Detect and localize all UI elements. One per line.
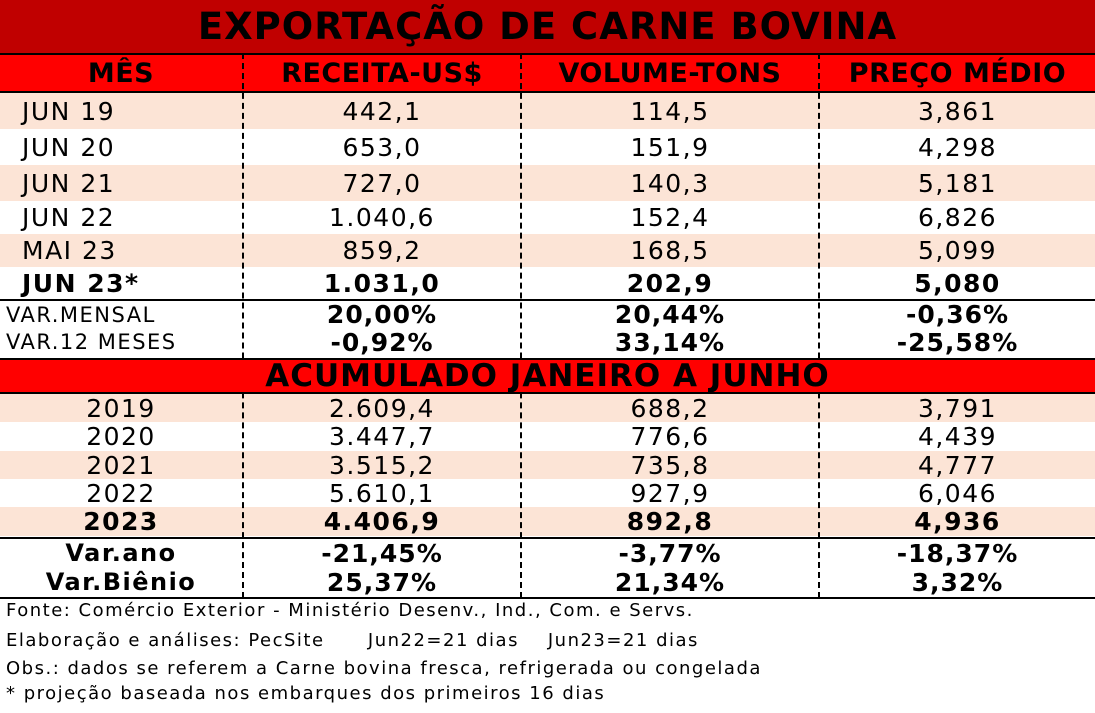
footnote-elaboration: Elaboração e análises: PecSite Jun22=21 … (6, 630, 699, 651)
cell-preco: -0,36% (905, 300, 1010, 329)
cell-receita: -21,45% (321, 538, 443, 568)
cell-receita: 1.040,6 (329, 203, 435, 232)
cell-volume: 33,14% (614, 327, 726, 357)
cell-volume: 202,9 (626, 268, 714, 298)
cell-preco: 3,861 (917, 96, 998, 126)
variation-label: Var.Biênio (45, 568, 197, 596)
cell-receita: 3.447,7 (329, 422, 435, 451)
variation-row: VAR.12 MESES -0,92% 33,14% -25,58% (0, 327, 1095, 357)
cell-volume: 151,9 (630, 132, 710, 162)
column-separator (818, 53, 820, 598)
cell-volume: 735,8 (630, 450, 710, 480)
table-row: 2023 4.406,9 892,8 4,936 (0, 507, 1095, 536)
cell-preco: 4,298 (917, 132, 998, 162)
cell-volume: 114,5 (630, 96, 710, 126)
cell-preco: -25,58% (896, 327, 1019, 357)
footnote-source: Fonte: Comércio Exterior - Ministério De… (6, 600, 694, 621)
cell-ano: 2021 (86, 450, 156, 480)
header-preco: PREÇO MÉDIO (848, 57, 1067, 89)
cell-volume: 140,3 (630, 168, 710, 198)
cell-volume: 152,4 (630, 203, 710, 232)
table-title-bar: EXPORTAÇÃO DE CARNE BOVINA (0, 0, 1095, 53)
footnote-obs: Obs.: dados se referem a Carne bovina fr… (6, 658, 762, 679)
cell-mes: MAI 23 (22, 236, 117, 265)
cell-volume: 927,9 (630, 478, 710, 508)
cell-receita: 4.406,9 (323, 507, 441, 536)
header-volume: VOLUME-TONS (558, 57, 782, 89)
cell-receita: 3.515,2 (329, 450, 435, 480)
table-row: 2020 3.447,7 776,6 4,439 (0, 422, 1095, 451)
cell-preco: 5,099 (917, 236, 998, 265)
cell-mes: JUN 19 (22, 96, 116, 126)
cell-receita: 20,00% (326, 300, 438, 329)
cell-mes: JUN 23* (22, 268, 140, 298)
cell-preco: 3,791 (917, 393, 998, 423)
variation-label: VAR.MENSAL (6, 302, 156, 327)
cell-ano: 2019 (86, 393, 156, 423)
cell-mes: JUN 21 (22, 168, 116, 198)
column-separator (242, 53, 244, 598)
cell-receita: 25,37% (326, 567, 438, 597)
divider (0, 597, 1095, 599)
header-mes: MÊS (87, 57, 155, 89)
table-row: JUN 19 442,1 114,5 3,861 (0, 93, 1095, 129)
accumulated-title-overlay: ACUMULADO JANEIRO A JUNHO (0, 358, 1095, 394)
column-header-row: MÊS RECEITA-US$ VOLUME-TONS PREÇO MÉDIO (0, 53, 1095, 93)
cell-volume: 21,34% (614, 567, 726, 597)
cell-receita: 5.610,1 (329, 478, 435, 508)
footnote-projection: * projeção baseada nos embarques dos pri… (6, 683, 606, 704)
cell-preco: 4,439 (917, 422, 998, 451)
cell-preco: -18,37% (896, 538, 1019, 568)
cell-receita: 1.031,0 (323, 268, 441, 298)
table-row: JUN 23* 1.031,0 202,9 5,080 (0, 267, 1095, 299)
table-row: JUN 21 727,0 140,3 5,181 (0, 165, 1095, 201)
cell-volume: 20,44% (614, 300, 726, 329)
cell-preco: 5,080 (914, 268, 1001, 298)
variation-row: VAR.MENSAL 20,00% 20,44% -0,36% (0, 300, 1095, 329)
table-row: 2019 2.609,4 688,2 3,791 (0, 393, 1095, 423)
cell-preco: 6,826 (917, 203, 998, 232)
variation-label: VAR.12 MESES (6, 330, 177, 354)
cell-receita: 2.609,4 (329, 393, 435, 423)
cell-receita: 859,2 (342, 236, 422, 265)
variation-row: Var.ano -21,45% -3,77% -18,37% (0, 538, 1095, 568)
table-row: MAI 23 859,2 168,5 5,099 (0, 234, 1095, 267)
cell-preco: 5,181 (917, 168, 998, 198)
divider (0, 299, 1095, 301)
variation-row: Var.Biênio 25,37% 21,34% 3,32% (0, 567, 1095, 597)
cell-volume: -3,77% (618, 538, 722, 568)
cell-volume: 776,6 (630, 422, 710, 451)
cell-mes: JUN 22 (22, 203, 116, 232)
cell-receita: 653,0 (342, 132, 422, 162)
header-receita: RECEITA-US$ (281, 57, 483, 89)
table-row: 2022 5.610,1 927,9 6,046 (0, 478, 1095, 508)
cell-ano: 2023 (83, 507, 159, 536)
cell-volume: 168,5 (630, 236, 710, 265)
cell-receita: 442,1 (342, 96, 422, 126)
table-title: EXPORTAÇÃO DE CARNE BOVINA (197, 5, 898, 48)
table-row: JUN 22 1.040,6 152,4 6,826 (0, 201, 1095, 234)
variation-label: Var.ano (65, 539, 177, 567)
cell-volume: 688,2 (630, 393, 710, 423)
cell-preco: 6,046 (917, 478, 998, 508)
cell-receita: -0,92% (330, 327, 434, 357)
table-row: 2021 3.515,2 735,8 4,777 (0, 450, 1095, 480)
cell-mes: JUN 20 (22, 132, 116, 162)
cell-ano: 2020 (86, 422, 156, 451)
cell-receita: 727,0 (342, 168, 422, 198)
cell-preco: 4,936 (914, 507, 1001, 536)
cell-volume: 892,8 (626, 507, 714, 536)
table-row: JUN 20 653,0 151,9 4,298 (0, 129, 1095, 165)
column-separator (520, 53, 522, 598)
cell-preco: 4,777 (917, 450, 998, 480)
cell-preco: 3,32% (911, 567, 1004, 597)
divider (0, 537, 1095, 539)
cell-ano: 2022 (86, 478, 156, 508)
